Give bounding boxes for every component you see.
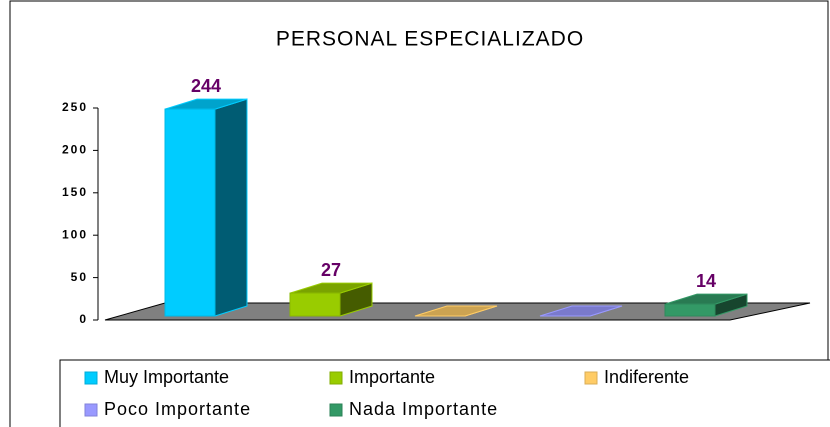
legend-swatch: [329, 403, 343, 417]
y-tick-label: 250: [62, 100, 88, 114]
y-tick-label: 150: [62, 185, 88, 199]
bar: [289, 282, 373, 317]
legend-swatch: [84, 371, 98, 385]
bar-front: [664, 303, 716, 317]
bar: [414, 305, 498, 317]
legend-swatch: [84, 403, 98, 417]
y-tick-label: 50: [71, 270, 88, 284]
y-tick-label: 200: [62, 143, 88, 157]
bar-side: [214, 98, 248, 317]
legend-label: Importante: [349, 367, 435, 387]
chart-title: PERSONAL ESPECIALIZADO: [276, 28, 584, 51]
bar-top: [539, 305, 623, 317]
legend-box: [59, 359, 830, 427]
legend-swatch: [329, 371, 343, 385]
legend-swatch: [584, 371, 598, 385]
data-label: 244: [191, 76, 221, 96]
chart-frame: [9, 0, 829, 427]
bar: [664, 293, 748, 317]
legend-label: Indiferente: [604, 367, 689, 387]
bar-front: [164, 108, 216, 317]
y-tick-label: 0: [79, 312, 88, 326]
bar-front: [289, 292, 341, 317]
y-tick-label: 100: [62, 227, 88, 241]
legend-label: Muy Importante: [104, 367, 229, 387]
bar: [539, 305, 623, 317]
data-label: 14: [696, 271, 716, 291]
data-label: 27: [321, 260, 341, 280]
bar-top: [414, 305, 498, 317]
legend-label: Nada Importante: [349, 399, 498, 419]
bar: [164, 98, 248, 317]
legend-label: Poco Importante: [104, 399, 251, 419]
